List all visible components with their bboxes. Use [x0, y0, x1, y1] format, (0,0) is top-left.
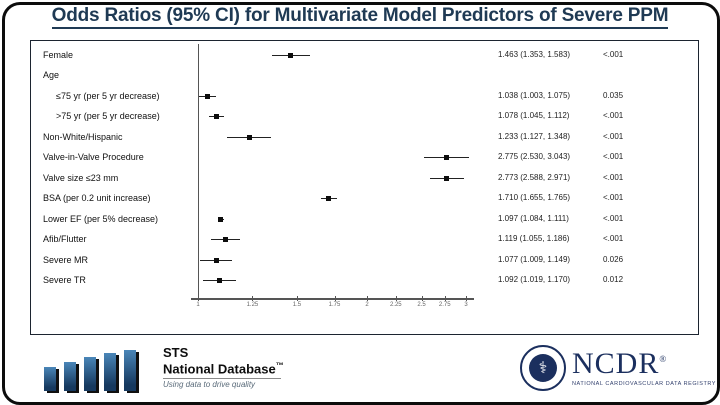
- or-marker: [246, 134, 252, 140]
- sts-bar: [44, 367, 56, 391]
- x-tick: [466, 296, 467, 301]
- page-title-text: Odds Ratios (95% CI) for Multivariate Mo…: [51, 5, 669, 29]
- row-label: BSA (per 0.2 unit increase): [43, 193, 151, 204]
- x-tick-label: 1: [196, 302, 200, 308]
- row-label: Severe TR: [43, 274, 86, 285]
- or-value: 1.038 (1.003, 1.075): [498, 90, 571, 100]
- row-label: Age: [43, 70, 60, 81]
- or-value: 2.775 (2.530, 3.043): [498, 152, 571, 162]
- sts-bars-icon: [44, 345, 149, 391]
- or-marker: [218, 216, 224, 222]
- sts-bar: [124, 350, 136, 391]
- or-value: 1.233 (1.127, 1.348): [498, 131, 571, 141]
- x-tick: [198, 296, 199, 301]
- p-value: <.001: [603, 172, 624, 182]
- x-tick: [444, 296, 446, 301]
- row-label: ≤75 yr (per 5 yr decrease): [56, 90, 160, 101]
- row-label: Lower EF (per 5% decrease): [43, 213, 159, 224]
- ncdr-registered-mark: ®: [659, 354, 668, 364]
- or-value: 1.077 (1.009, 1.149): [498, 254, 571, 264]
- or-marker: [288, 53, 294, 58]
- or-marker: [444, 155, 450, 161]
- sts-trademark: ™: [275, 361, 284, 370]
- x-tick-label: 1.25: [246, 302, 259, 308]
- p-value: <.001: [603, 152, 624, 162]
- sts-line1: STS: [163, 345, 189, 360]
- p-value: <.001: [603, 131, 624, 141]
- x-tick: [334, 296, 336, 301]
- or-value: 1.092 (1.019, 1.170): [498, 274, 571, 284]
- or-value: 1.078 (1.045, 1.112): [498, 111, 570, 121]
- forest-plot: 1 1.25 1.5 1.75 2 2.25 2.5 2.75 3 Female 1.463 (1…: [30, 40, 699, 335]
- row-label: Afib/Flutter: [43, 234, 87, 245]
- row-label: Valve-in-Valve Procedure: [43, 152, 144, 163]
- sts-logo: STS National Database™ Using data to dri…: [42, 344, 302, 396]
- or-value: 2.773 (2.588, 2.971): [498, 172, 571, 182]
- p-value: <.001: [603, 213, 624, 223]
- p-value: 0.026: [603, 254, 624, 264]
- or-value: 1.463 (1.353, 1.583): [498, 50, 571, 59]
- p-value: <.001: [603, 234, 624, 244]
- or-marker: [326, 196, 332, 202]
- p-value: <.001: [603, 193, 624, 203]
- acc-seal-glyph: ⚕: [529, 354, 557, 382]
- p-value: <.001: [603, 50, 624, 59]
- x-tick: [421, 296, 423, 301]
- ncdr-logo: ⚕ NCDR® NATIONAL CARDIOVASCULAR DATA REG…: [518, 342, 715, 394]
- row-label: Non-White/Hispanic: [43, 131, 123, 142]
- sts-bar: [84, 357, 96, 391]
- sts-tagline: Using data to drive quality: [163, 380, 256, 390]
- sts-divider: [163, 378, 281, 380]
- acc-seal-icon: ⚕: [520, 345, 566, 391]
- p-value: 0.012: [603, 274, 624, 284]
- x-tick-label: 2: [365, 302, 369, 308]
- sts-line2: National Database™: [163, 361, 284, 377]
- or-marker: [213, 257, 219, 263]
- x-tick-label: 3: [464, 302, 468, 308]
- ncdr-name: NCDR®: [572, 347, 668, 380]
- or-value: 1.119 (1.055, 1.186): [498, 234, 570, 244]
- x-tick-label: 2.75: [438, 302, 451, 308]
- plot-reference-line: [198, 44, 199, 298]
- x-tick: [296, 296, 298, 301]
- x-tick-label: 1.75: [328, 302, 341, 308]
- sts-logo-text: STS National Database™ Using data to dri…: [163, 346, 284, 389]
- or-marker: [204, 93, 210, 99]
- or-value: 1.710 (1.655, 1.765): [498, 193, 571, 203]
- row-label: >75 yr (per 5 yr decrease): [56, 111, 160, 122]
- or-marker: [444, 175, 450, 181]
- row-label: Female: [43, 50, 74, 60]
- plot-x-axis: [191, 298, 474, 300]
- sts-bar: [104, 353, 116, 391]
- ncdr-tagline: NATIONAL CARDIOVASCULAR DATA REGISTRY: [572, 381, 717, 387]
- p-value: <.001: [603, 111, 624, 121]
- p-value: 0.035: [603, 90, 624, 100]
- x-tick: [395, 296, 397, 301]
- ncdr-logo-text: NCDR® NATIONAL CARDIOVASCULAR DATA REGIS…: [572, 344, 717, 388]
- row-label: Valve size ≤23 mm: [43, 172, 119, 183]
- sts-bar: [64, 362, 76, 391]
- x-tick: [367, 296, 369, 301]
- page-title: Odds Ratios (95% CI) for Multivariate Mo…: [0, 5, 720, 29]
- x-tick-label: 1.5: [292, 302, 302, 308]
- x-tick-label: 2.25: [389, 302, 402, 308]
- or-value: 1.097 (1.084, 1.111): [498, 213, 569, 223]
- x-tick-label: 2.5: [417, 302, 426, 308]
- or-marker: [213, 114, 219, 120]
- or-marker: [222, 237, 228, 243]
- row-label: Severe MR: [43, 254, 89, 265]
- x-tick: [252, 296, 254, 301]
- or-marker: [216, 277, 222, 283]
